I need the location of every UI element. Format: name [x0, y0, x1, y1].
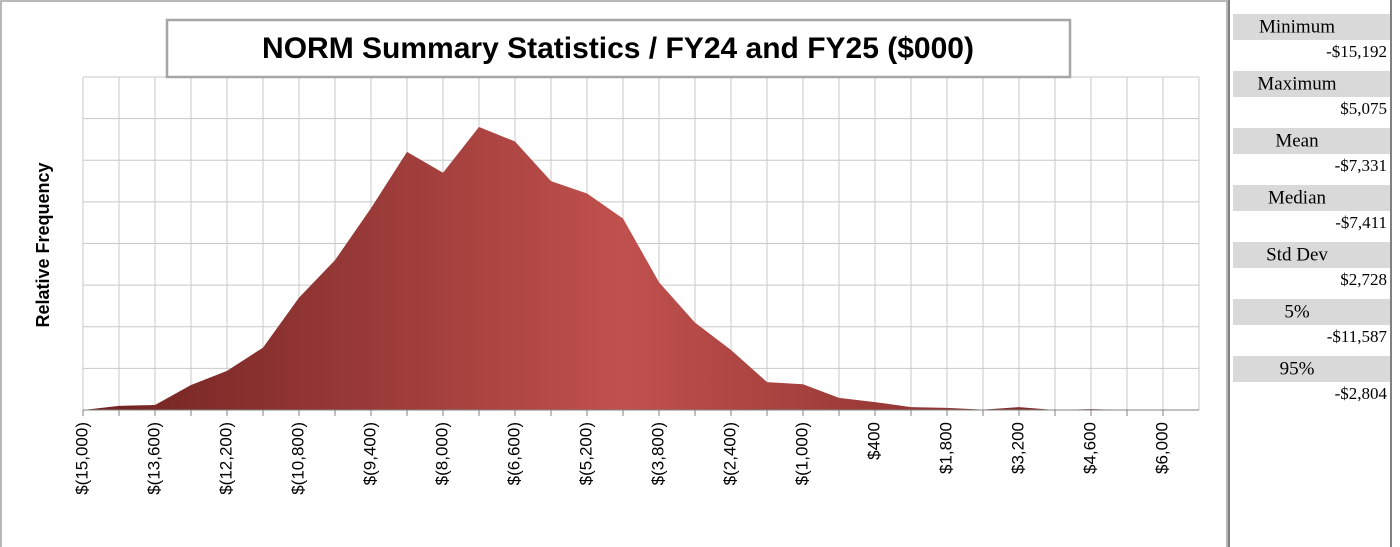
stat-label-cell	[1233, 14, 1390, 40]
x-tick-label: $3,200	[1008, 422, 1027, 474]
stat-value: -$11,587	[1327, 327, 1388, 346]
x-tick-label: $(13,600)	[144, 422, 163, 495]
stat-label: Mean	[1275, 130, 1319, 151]
x-tick-label: $(9,400)	[360, 422, 379, 485]
stat-value: -$2,804	[1335, 384, 1388, 403]
x-tick-label: $4,600	[1080, 422, 1099, 474]
stat-label-cell	[1233, 128, 1390, 154]
x-tick-label: $(12,200)	[216, 422, 235, 495]
x-tick-label: $1,800	[936, 422, 955, 474]
x-tick-label: $(5,200)	[576, 422, 595, 485]
chart-title: NORM Summary Statistics / FY24 and FY25 …	[262, 32, 974, 65]
stat-label-cell	[1233, 356, 1390, 382]
stat-label-cell	[1233, 185, 1390, 211]
x-tick-label: $(15,000)	[72, 422, 91, 495]
stat-label: Std Dev	[1266, 244, 1328, 265]
x-tick-label: $400	[864, 422, 883, 460]
stat-value: -$15,192	[1326, 42, 1387, 61]
stat-label-cell	[1233, 299, 1390, 325]
stat-value: -$7,411	[1335, 213, 1387, 232]
stat-label: 95%	[1280, 358, 1315, 379]
stat-value: $2,728	[1340, 270, 1387, 289]
area	[83, 126, 1163, 410]
stat-label-cell	[1233, 242, 1390, 268]
x-tick-label: $(1,000)	[792, 422, 811, 485]
stat-label-cell	[1233, 71, 1390, 97]
x-tick-label: $(8,000)	[432, 422, 451, 485]
y-axis-label: Relative Frequency	[33, 162, 53, 327]
stat-label: Median	[1268, 187, 1327, 208]
stat-value: -$7,331	[1335, 156, 1387, 175]
x-tick-label: $(10,800)	[288, 422, 307, 495]
x-tick-label: $(6,600)	[504, 422, 523, 485]
x-tick-label: $6,000	[1152, 422, 1171, 474]
title-box	[165, 18, 1072, 79]
stat-label: Maximum	[1257, 73, 1336, 94]
x-tick-label: $(3,800)	[648, 422, 667, 485]
chart-border	[0, 0, 1228, 547]
stat-label: 5%	[1284, 301, 1310, 322]
stat-value: $5,075	[1340, 99, 1387, 118]
stat-label: Minimum	[1259, 16, 1335, 37]
x-tick-label: $(2,400)	[720, 422, 739, 485]
